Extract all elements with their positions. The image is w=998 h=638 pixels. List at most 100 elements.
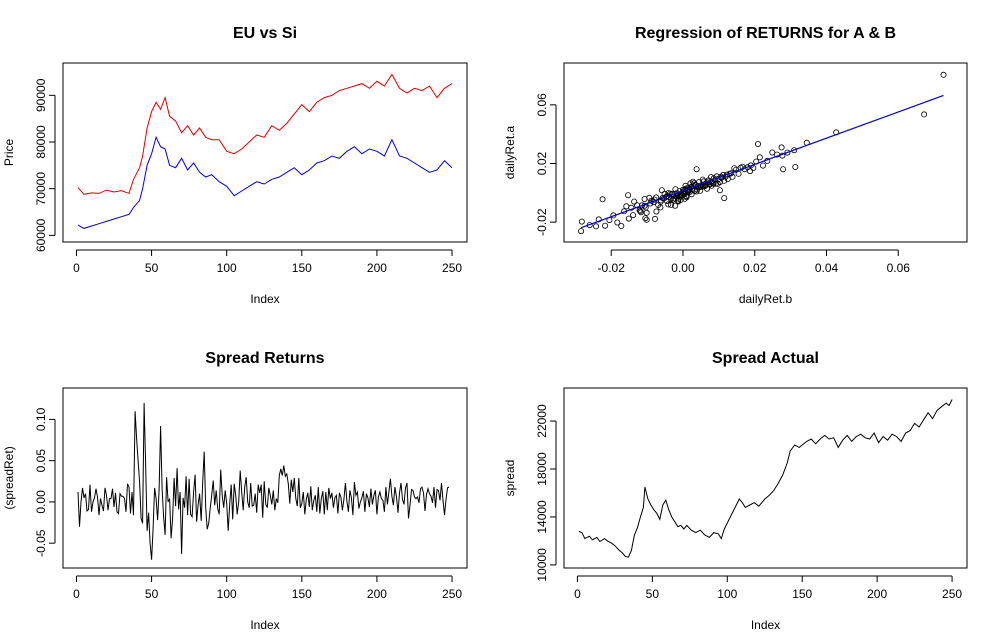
scatter-point: [599, 196, 606, 203]
plot-frame: [563, 387, 968, 569]
scatter-point: [665, 201, 672, 208]
scatter-point: [630, 212, 637, 219]
y-tick-label: 60000: [34, 218, 48, 252]
x-tick-label: 0: [73, 261, 80, 275]
y-tick-label: 14000: [535, 500, 549, 534]
scatter-point: [668, 201, 675, 208]
scatter-point: [784, 149, 791, 156]
scatter-point: [704, 185, 711, 192]
scatter-point: [578, 218, 585, 225]
y-tick-label: 80000: [34, 125, 48, 159]
y-tick-label: 0.06: [535, 93, 549, 117]
y-tick-label: -0.02: [535, 208, 549, 236]
scatter-point: [721, 177, 728, 184]
scatter-point: [755, 140, 762, 147]
scatter-point: [731, 165, 738, 172]
scatter-point: [638, 209, 645, 216]
scatter-point: [602, 222, 609, 229]
scatter-point: [716, 187, 723, 194]
scatter-point: [595, 216, 602, 223]
x-tick-label: 0.00: [671, 261, 695, 275]
x-tick-label: 50: [145, 587, 159, 601]
x-tick-label: 200: [367, 261, 387, 275]
scatter-point: [652, 215, 659, 222]
scatter-point: [672, 202, 679, 209]
panel-1: EU vs Si 0 50 100 150 200 250 Index 60000 70000 80…: [2, 25, 468, 306]
chart-title: Spread Returns: [205, 350, 324, 367]
scatter-point: [614, 219, 621, 226]
x-tick-label: 50: [145, 261, 159, 275]
x-tick-label: 0.02: [743, 261, 767, 275]
series-line-1: [77, 402, 450, 560]
scatter-point: [618, 222, 625, 229]
x-tick-label: 0.04: [815, 261, 839, 275]
x-tick-label: 250: [442, 587, 462, 601]
scatter-point: [643, 216, 650, 223]
scatter-point: [625, 192, 632, 199]
x-tick-label: 200: [867, 587, 887, 601]
scatter-point: [642, 215, 649, 222]
x-axis-label: Index: [250, 618, 279, 632]
series-line-1: [77, 73, 453, 195]
series-line-2: [77, 135, 453, 229]
x-tick-label: 250: [442, 261, 462, 275]
x-tick-label: 50: [646, 587, 660, 601]
scatter-point: [940, 71, 947, 78]
chart-title: EU vs Si: [233, 25, 297, 42]
x-tick-label: 0: [574, 587, 581, 601]
panel-4: Spread Actual 0 50 100 150 200 250 Index 10000 14…: [503, 350, 968, 632]
plot-frame: [62, 62, 468, 243]
scatter-point: [643, 209, 650, 216]
chart-title: Spread Actual: [712, 350, 819, 367]
x-tick-label: 150: [292, 587, 312, 601]
y-axis-label: (spreadRet): [2, 446, 16, 509]
scatter-point: [658, 187, 665, 194]
x-tick-label: 200: [367, 587, 387, 601]
series-line-1: [578, 399, 953, 558]
scatter-point: [682, 182, 689, 189]
x-tick-label: 0.06: [887, 261, 911, 275]
scatter-point: [760, 162, 767, 169]
scatter-point: [646, 194, 653, 201]
scatter-point: [724, 175, 731, 182]
scatter-point: [778, 144, 785, 151]
scatter-point: [728, 170, 735, 177]
y-axis-label: spread: [503, 460, 517, 497]
scatter-point: [693, 166, 700, 173]
plot-frame: [563, 62, 968, 243]
y-tick-label: 90000: [34, 78, 48, 112]
x-tick-label: 100: [717, 587, 737, 601]
x-tick-label: 0: [73, 587, 80, 601]
scatter-point: [653, 208, 660, 215]
scatter-point: [628, 204, 635, 211]
chart-title: Regression of RETURNS for A & B: [635, 25, 896, 42]
panel-2: Regression of RETURNS for A & B -0.02 0.00…: [503, 25, 968, 306]
y-tick-label: 22000: [535, 404, 549, 438]
y-tick-label: 0.02: [535, 151, 549, 175]
scatter-point: [623, 203, 630, 210]
y-tick-label: 10000: [535, 548, 549, 582]
y-tick-label: 0.10: [34, 407, 48, 431]
scatter-point: [578, 228, 585, 235]
scatter-point: [735, 170, 742, 177]
x-tick-label: 100: [217, 261, 237, 275]
scatter-point: [723, 171, 730, 178]
scatter-point: [631, 198, 638, 205]
x-tick-label: 250: [942, 587, 962, 601]
scatter-point: [747, 168, 754, 175]
x-axis-label: Index: [250, 292, 279, 306]
plot-frame: [62, 387, 468, 569]
scatter-point: [792, 163, 799, 170]
scatter-point: [593, 223, 600, 230]
scatter-point: [756, 154, 763, 161]
regression-line: [580, 94, 944, 229]
scatter-point: [721, 195, 728, 202]
x-tick-label: -0.02: [598, 261, 626, 275]
panel-3: Spread Returns 0 50 100 150 200 250 Index -0.05 0…: [2, 350, 468, 632]
y-tick-label: 18000: [535, 452, 549, 486]
x-axis-label: dailyRet.b: [739, 292, 793, 306]
y-axis-label: dailyRet.a: [503, 126, 517, 180]
x-tick-label: 150: [292, 261, 312, 275]
y-tick-label: 0.05: [34, 449, 48, 473]
